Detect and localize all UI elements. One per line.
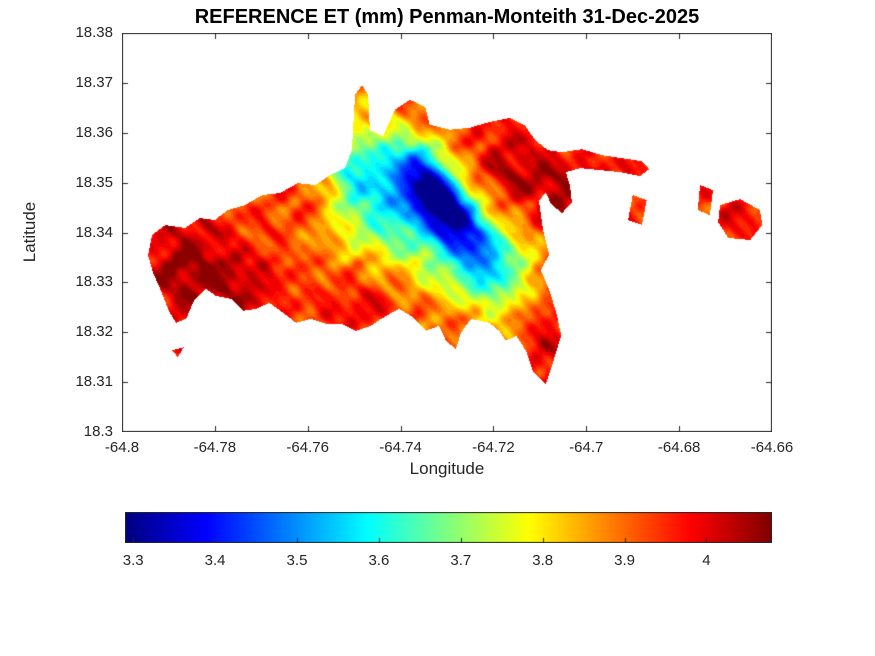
x-tick-label: -64.78 [193, 439, 237, 456]
colorbar-tick-label: 3.6 [368, 552, 390, 569]
colorbar-tick-label: 3.5 [286, 552, 308, 569]
y-tick-label: 18.3 [83, 423, 113, 440]
colorbar-tick-label: 3.7 [450, 552, 472, 569]
y-tick-label: 18.35 [75, 173, 113, 191]
chart-title: REFERENCE ET (mm) Penman-Monteith 31-Dec… [194, 6, 700, 28]
contour-map-canvas [122, 33, 772, 432]
y-tick-label: 18.34 [75, 223, 113, 241]
colorbar-tick-label: 4 [702, 552, 711, 569]
y-tick-label: 18.31 [75, 373, 113, 391]
y-tick-label: 18.37 [75, 73, 113, 91]
x-tick-label: -64.66 [750, 439, 794, 456]
x-tick-label: -64.7 [569, 439, 604, 456]
x-tick-label: -64.8 [104, 439, 140, 456]
x-tick-label: -64.68 [657, 439, 701, 456]
colorbar-tick-label: 3.3 [122, 552, 144, 569]
y-tick-label: 18.38 [75, 24, 113, 41]
colorbar-tick-label: 3.8 [532, 552, 554, 569]
colorbar-tick-label: 3.9 [614, 552, 636, 569]
x-tick-label: -64.76 [286, 439, 329, 456]
y-tick-label: 18.33 [75, 273, 113, 291]
x-tick-label: -64.72 [472, 439, 515, 456]
y-tick-label: 18.32 [75, 323, 113, 341]
colorbar-canvas [125, 512, 772, 543]
colorbar-tick-label: 3.4 [204, 552, 226, 569]
x-axis-label: Longitude [409, 459, 485, 478]
y-tick-label: 18.36 [75, 123, 113, 141]
x-tick-label: -64.74 [379, 439, 422, 456]
